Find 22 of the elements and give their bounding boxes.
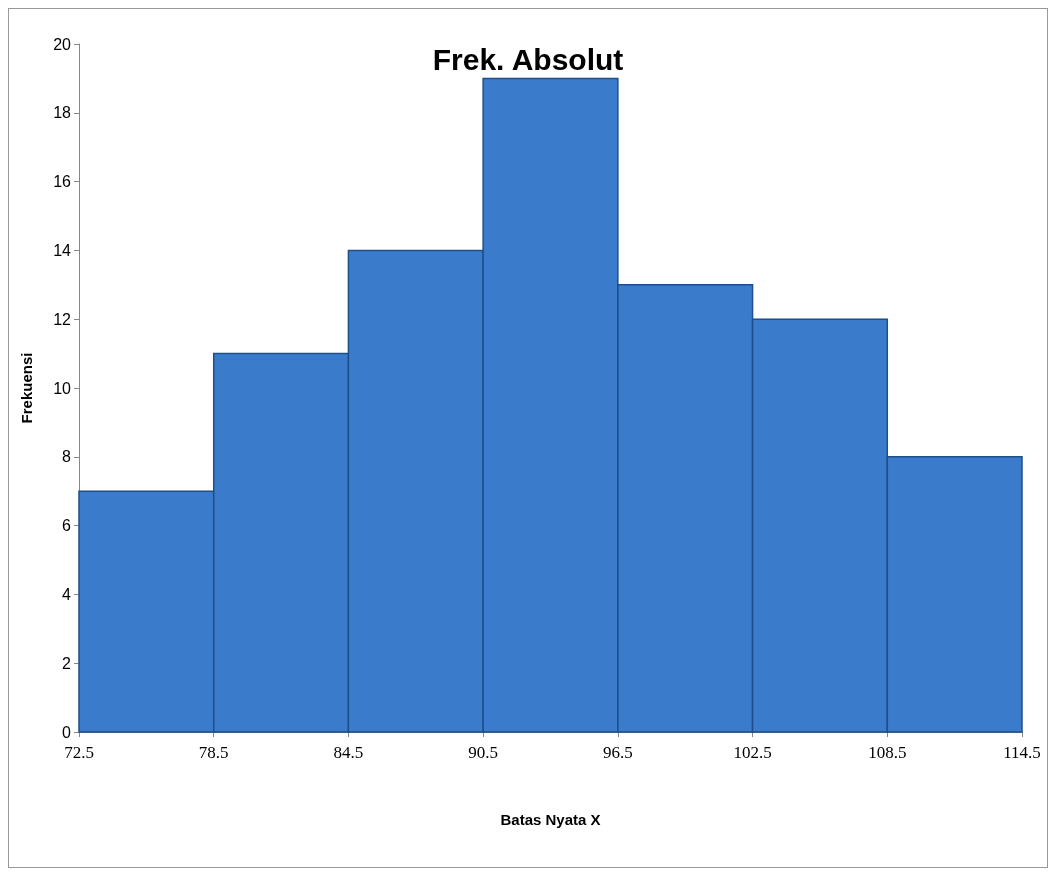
y-tick-label: 12 bbox=[53, 310, 72, 328]
y-tick-label: 0 bbox=[62, 723, 72, 741]
x-tick-label: 108.5 bbox=[868, 743, 907, 762]
y-axis-title: Frekuensi bbox=[18, 352, 35, 424]
y-tick-label: 10 bbox=[53, 379, 72, 397]
y-tick-label: 16 bbox=[53, 173, 72, 191]
x-tick-label: 90.5 bbox=[468, 743, 499, 762]
y-tick-label: 18 bbox=[53, 104, 72, 122]
x-tick-label: 78.5 bbox=[198, 743, 229, 762]
x-tick-label: 114.5 bbox=[1003, 743, 1041, 762]
y-tick-label: 8 bbox=[62, 448, 72, 466]
y-tick-label: 2 bbox=[62, 654, 72, 672]
y-tick-label: 14 bbox=[53, 241, 72, 259]
x-tick-label: 84.5 bbox=[333, 743, 364, 762]
x-tick-label: 72.5 bbox=[64, 743, 94, 762]
y-tick-label: 20 bbox=[53, 35, 72, 53]
y-tick-label: 6 bbox=[62, 517, 72, 535]
x-axis-title: Batas Nyata X bbox=[500, 811, 601, 828]
y-tick-label: 4 bbox=[62, 585, 72, 603]
chart-title: Frek. Absolut bbox=[432, 42, 624, 76]
x-tick-label: 96.5 bbox=[602, 743, 633, 762]
x-tick-label: 102.5 bbox=[733, 743, 772, 762]
